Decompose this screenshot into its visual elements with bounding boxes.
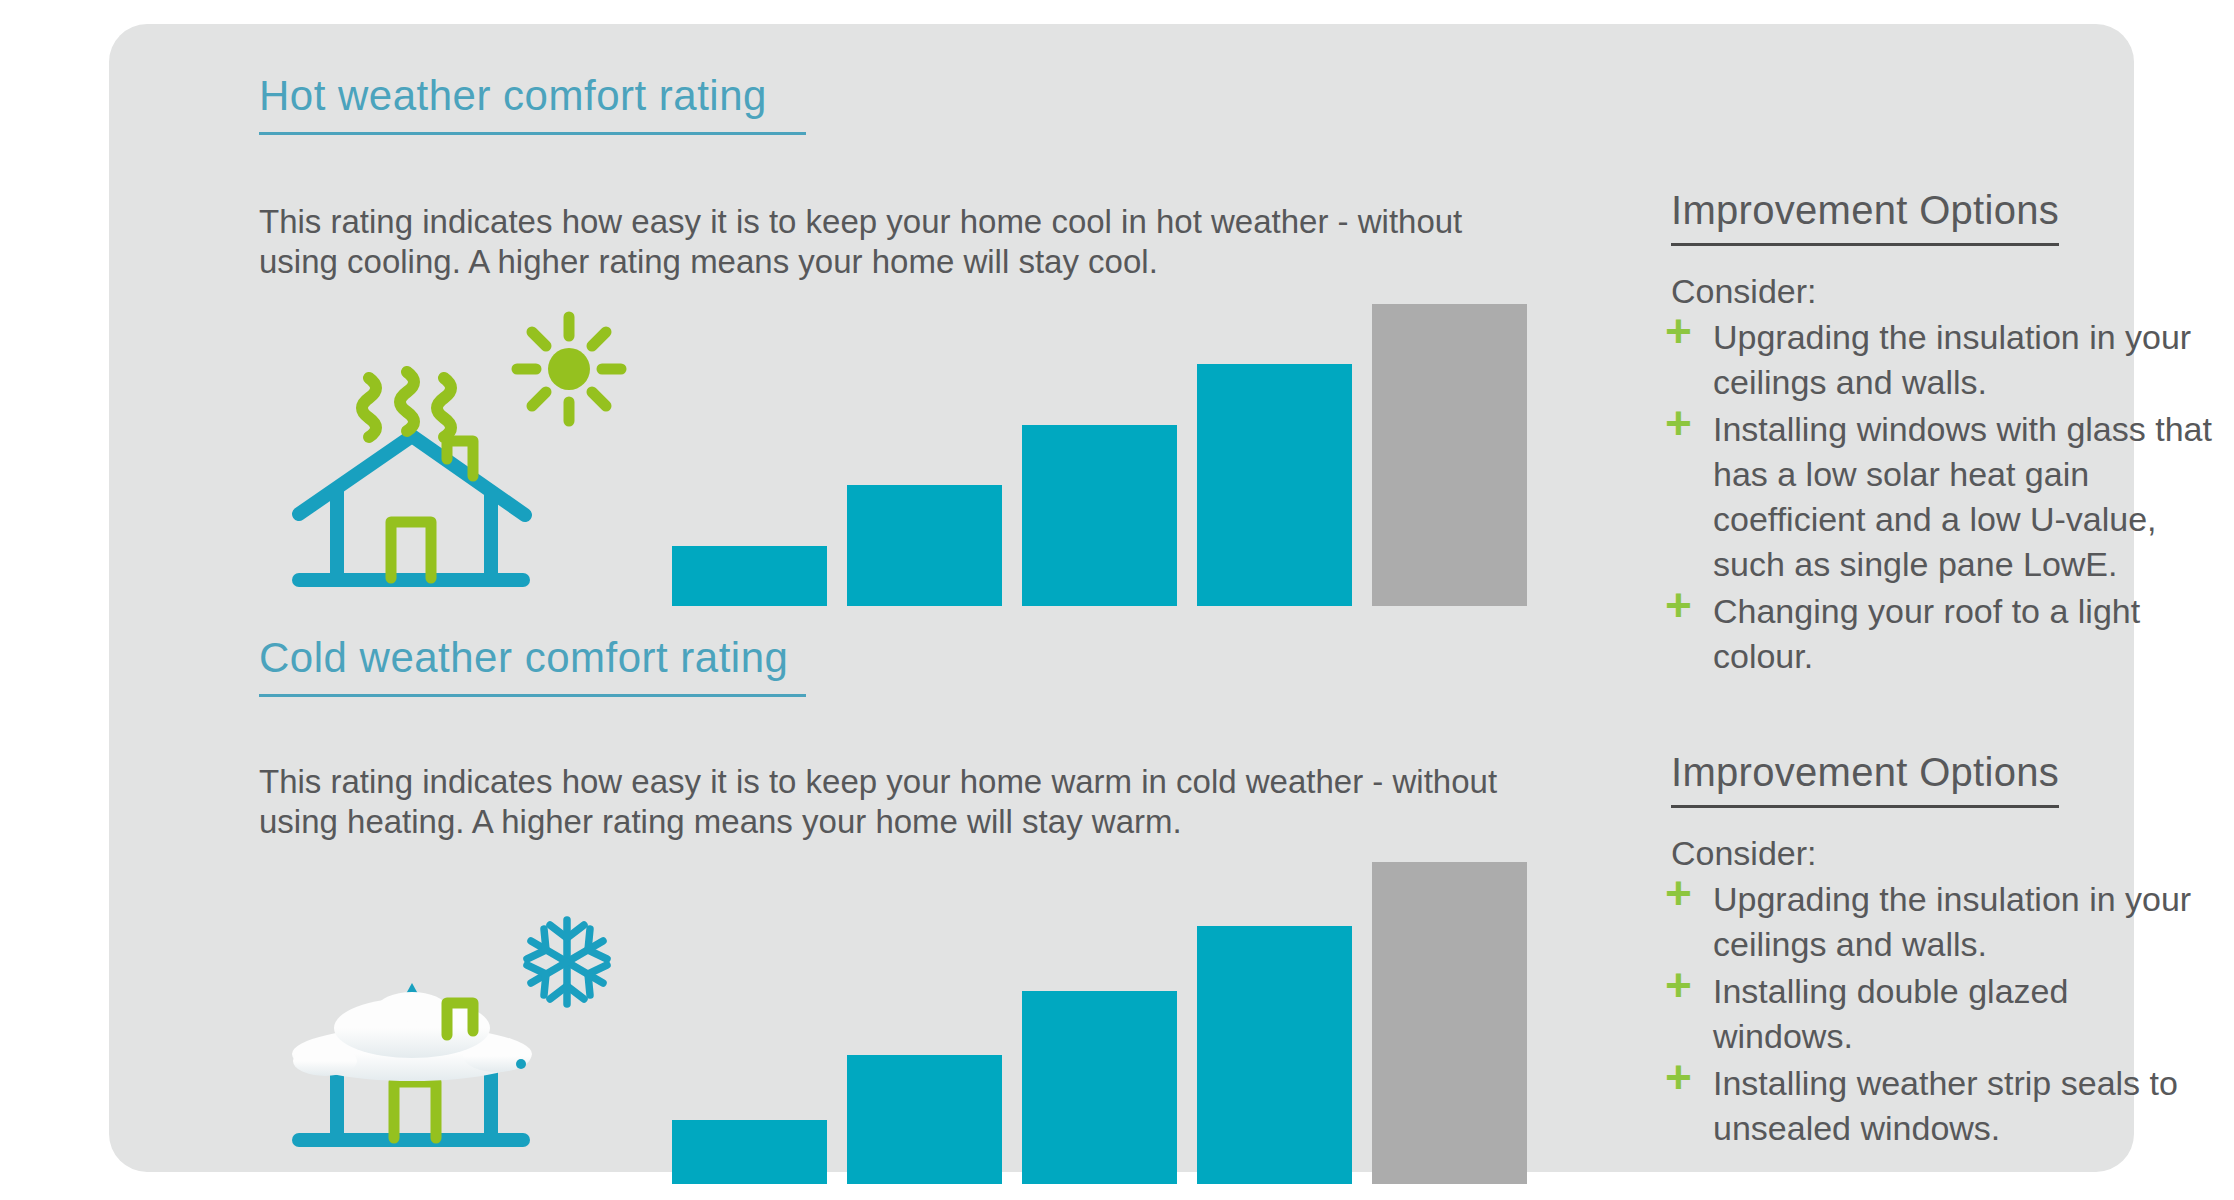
consider-label: Consider: (1671, 834, 2234, 873)
hot-weather-comfort-rating-bar-3 (1022, 425, 1177, 606)
cold-rating-chart (672, 862, 1527, 1184)
cold-improvement-options: Improvement Options Consider: + Upgradin… (1671, 750, 2234, 1151)
list-item: + Installing windows with glass that has… (1671, 407, 2234, 587)
list-item: + Upgrading the insulation in your ceili… (1671, 315, 2234, 405)
sun-icon (517, 317, 621, 421)
house-door-icon (394, 1082, 436, 1138)
list-item: + Changing your roof to a light colour. (1671, 589, 2234, 679)
cold-house-icon (289, 904, 644, 1168)
list-item-text: Upgrading the insulation in your ceiling… (1713, 318, 2191, 401)
improvement-options-heading: Improvement Options (1671, 750, 2059, 808)
improvement-list: + Upgrading the insulation in your ceili… (1671, 877, 2234, 1151)
plus-icon: + (1665, 1054, 1692, 1100)
cold-weather-comfort-rating-bar-2 (847, 1055, 1002, 1184)
house-outline-icon (299, 436, 525, 580)
cold-weather-comfort-rating-bar-4 (1197, 926, 1352, 1184)
improvement-list: + Upgrading the insulation in your ceili… (1671, 315, 2234, 679)
hot-weather-comfort-rating-bar-4 (1197, 364, 1352, 606)
consider-label: Consider: (1671, 272, 2234, 311)
plus-icon: + (1665, 400, 1692, 446)
improvement-options-heading: Improvement Options (1671, 188, 2059, 246)
hot-weather-comfort-rating-bar-5 (1372, 304, 1527, 606)
list-item: + Installing weather strip seals to unse… (1671, 1061, 2234, 1151)
list-item-text: Changing your roof to a light colour. (1713, 592, 2140, 675)
roof-edge-dot (516, 1059, 526, 1069)
list-item-text: Installing double glazed windows. (1713, 972, 2068, 1055)
house-heat-sun-icon (289, 302, 644, 602)
page: { "colors": { "card_background": "#e2e3e… (0, 0, 2234, 1200)
plus-icon: + (1665, 870, 1692, 916)
snowflake-icon (527, 920, 607, 1004)
list-item-text: Upgrading the insulation in your ceiling… (1713, 880, 2191, 963)
plus-icon: + (1665, 582, 1692, 628)
hot-weather-comfort-rating-bar-2 (847, 485, 1002, 606)
hot-house-icon (289, 302, 644, 606)
cold-section-description: This rating indicates how easy it is to … (259, 762, 1599, 842)
hot-section-title: Hot weather comfort rating (259, 72, 806, 135)
cold-weather-comfort-rating-bar-1 (672, 1120, 827, 1184)
cold-section-title: Cold weather comfort rating (259, 634, 806, 697)
list-item: + Upgrading the insulation in your ceili… (1671, 877, 2234, 967)
hot-section-description: This rating indicates how easy it is to … (259, 202, 1599, 282)
cold-weather-comfort-rating-bar-3 (1022, 991, 1177, 1184)
hot-weather-comfort-rating-bar-1 (672, 546, 827, 606)
report-card: Hot weather comfort rating This rating i… (109, 24, 2134, 1172)
list-item-text: Installing windows with glass that has a… (1713, 410, 2212, 583)
heat-waves-icon (362, 372, 451, 437)
hot-rating-chart (672, 304, 1527, 606)
list-item: + Installing double glazed windows. (1671, 969, 2234, 1059)
cold-weather-comfort-rating-bar-5 (1372, 862, 1527, 1184)
snow-house-snowflake-icon (289, 904, 644, 1164)
hot-improvement-options: Improvement Options Consider: + Upgradin… (1671, 188, 2234, 679)
list-item-text: Installing weather strip seals to unseal… (1713, 1064, 2178, 1147)
plus-icon: + (1665, 308, 1692, 354)
plus-icon: + (1665, 962, 1692, 1008)
